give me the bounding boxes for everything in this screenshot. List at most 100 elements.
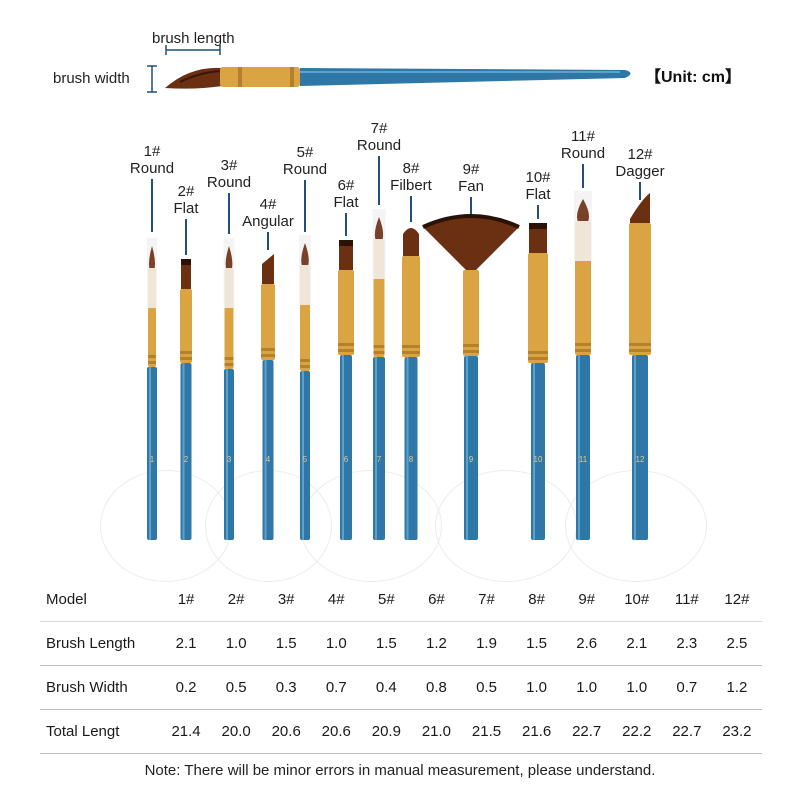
table-cell: 1.0 — [211, 621, 262, 666]
brush-length-label: brush length — [152, 30, 235, 47]
paint-brush-8 — [402, 228, 420, 540]
paint-brush-10 — [528, 223, 548, 540]
row-header: Brush Width — [40, 665, 161, 710]
brush-width-label: brush width — [53, 70, 130, 87]
leader-line — [304, 180, 306, 232]
table-cell: 1.2 — [411, 621, 462, 666]
leader-line — [345, 213, 347, 236]
table-cell: 1.0 — [511, 665, 562, 710]
brush-number: 3# — [220, 157, 238, 174]
table-cell: 1.5 — [511, 621, 562, 666]
paint-brush-6 — [338, 240, 354, 540]
paint-brush-4 — [261, 254, 275, 540]
brush-type: Flat — [173, 200, 199, 217]
table-cell: 0.8 — [411, 665, 462, 710]
table-cell: 1# — [161, 578, 212, 622]
table-row: Model 1# 2# 3# 4# 5# 6# 7# 8# 9# 10# 11# 12# — [40, 578, 762, 622]
table-cell: 2.6 — [561, 621, 612, 666]
brush-label-9: 9# Fan — [458, 161, 484, 195]
table-cell: 6# — [411, 578, 462, 622]
table-cell: 22.7 — [661, 709, 712, 754]
table-cell: 2.1 — [611, 621, 662, 666]
handle-number: 1 — [149, 455, 155, 464]
table-cell: 20.6 — [311, 709, 362, 754]
paint-brush-2 — [180, 259, 192, 540]
table-cell: 21.5 — [461, 709, 512, 754]
paint-brush-1 — [147, 238, 157, 540]
table-cell: 21.6 — [511, 709, 562, 754]
paint-brush-7 — [372, 209, 386, 540]
table-cell: 11# — [661, 578, 712, 622]
table-cell: 0.5 — [461, 665, 512, 710]
table-cell: 1.5 — [361, 621, 412, 666]
table-row: Brush Width 0.2 0.5 0.3 0.7 0.4 0.8 0.5 1.0 1.0 1.… — [40, 665, 762, 710]
table-row: Brush Length 2.1 1.0 1.5 1.0 1.5 1.2 1.9 1.5 2.6 2… — [40, 621, 762, 666]
table-cell: 1.5 — [261, 621, 312, 666]
brush-type: Angular — [242, 213, 294, 230]
table-cell: 2.3 — [661, 621, 712, 666]
brush-label-5: 5# Round — [283, 144, 327, 178]
table-cell: 0.7 — [311, 665, 362, 710]
paint-brush-11 — [574, 191, 592, 540]
table-cell: 2# — [211, 578, 262, 622]
leader-line — [410, 196, 412, 222]
table-cell: 0.7 — [661, 665, 712, 710]
paint-brush-12 — [629, 193, 651, 540]
table-cell: 21.4 — [161, 709, 212, 754]
brush-type: Round — [282, 161, 328, 178]
table-cell: 8# — [511, 578, 562, 622]
leader-line — [267, 232, 269, 250]
brush-type: Flat — [333, 194, 359, 211]
brush-label-3: 3# Round — [207, 157, 251, 191]
brush-number: 9# — [462, 161, 480, 178]
table-cell: 2.5 — [711, 621, 762, 666]
paint-brush-3 — [223, 238, 235, 540]
handle-number: 9 — [468, 455, 474, 464]
table-cell: 12# — [711, 578, 762, 622]
brush-label-12: 12# Dagger — [615, 146, 664, 180]
table-row: Total Lengt 21.4 20.0 20.6 20.6 20.9 21.0 21.5 2… — [40, 709, 762, 754]
table-cell: 5# — [361, 578, 412, 622]
leader-line — [185, 219, 187, 255]
table-cell: 0.5 — [211, 665, 262, 710]
brush-type: Round — [560, 145, 606, 162]
brush-number: 5# — [296, 144, 314, 161]
brush-number: 12# — [627, 146, 653, 163]
brush-type: Fan — [458, 178, 484, 195]
table-cell: 23.2 — [711, 709, 762, 754]
handle-number: 2 — [183, 455, 189, 464]
brush-label-4: 4# Angular — [242, 196, 294, 230]
table-cell: 22.7 — [561, 709, 612, 754]
table-cell: 1.0 — [611, 665, 662, 710]
brush-label-2: 2# Flat — [173, 183, 198, 217]
table-cell: 1.0 — [561, 665, 612, 710]
brush-number: 4# — [259, 196, 277, 213]
brush-label-1: 1# Round — [130, 143, 174, 177]
handle-number: 7 — [376, 455, 382, 464]
brush-label-7: 7# Round — [357, 120, 401, 154]
brush-label-6: 6# Flat — [333, 177, 358, 211]
table-cell: 3# — [261, 578, 312, 622]
leader-line — [582, 164, 584, 188]
table-cell: 1.9 — [461, 621, 512, 666]
leader-line — [639, 182, 641, 200]
table-cell: 10# — [611, 578, 662, 622]
leader-line — [470, 197, 472, 214]
table-cell: 2.1 — [161, 621, 212, 666]
paint-brush-5 — [299, 235, 311, 540]
leader-line — [537, 205, 539, 219]
unit-label: 【Unit: cm】 — [645, 69, 742, 86]
table-cell: 1.2 — [711, 665, 762, 710]
sample-brush-diagram: brush length brush width 【Unit: cm】 — [0, 0, 800, 110]
handle-number: 5 — [302, 455, 308, 464]
brush-label-8: 8# Filbert — [390, 160, 432, 194]
brush-number: 2# — [177, 183, 195, 200]
spec-table: Model 1# 2# 3# 4# 5# 6# 7# 8# 9# 10# 11# 12# Brush Le… — [40, 578, 762, 754]
brush-type: Round — [356, 137, 402, 154]
brush-type: Round — [129, 160, 175, 177]
handle-number: 10 — [533, 455, 543, 464]
leader-line — [228, 193, 230, 234]
table-cell: 0.2 — [161, 665, 212, 710]
row-header: Total Lengt — [40, 709, 161, 754]
brush-label-11: 11# Round — [561, 128, 605, 162]
